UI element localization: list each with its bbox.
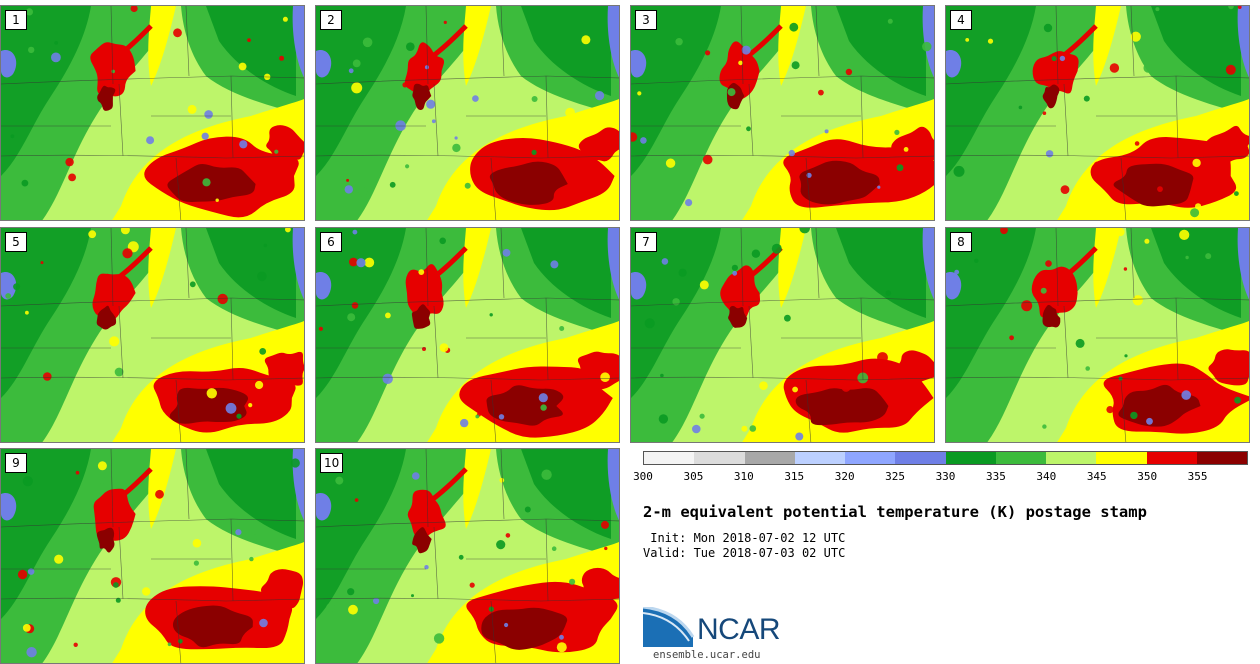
panel-number: 5 (5, 232, 27, 252)
panel-number: 6 (320, 232, 342, 252)
postage-stamp-panel[interactable]: 7 (630, 227, 935, 443)
scale-swatch (1096, 452, 1147, 464)
ncar-swoosh-icon (643, 607, 695, 647)
postage-stamp-panel[interactable]: 5 (0, 227, 305, 443)
scale-tick-label: 320 (834, 470, 855, 483)
postage-stamp-panel[interactable]: 8 (945, 227, 1250, 443)
scale-tick-label: 310 (733, 470, 754, 483)
panel-number: 2 (320, 10, 342, 30)
scale-tick-label: 335 (985, 470, 1006, 483)
panel-number: 3 (635, 10, 657, 30)
equivalent-potential-temperature-map (631, 228, 934, 442)
valid-time: Valid: Tue 2018-07-03 02 UTC (643, 546, 846, 560)
figure-title: 2-m equivalent potential temperature (K)… (643, 503, 1147, 521)
color-scale-bar (643, 451, 1248, 465)
init-time: Init: Mon 2018-07-02 12 UTC (643, 531, 846, 545)
scale-tick-label: 350 (1137, 470, 1158, 483)
scale-tick-label: 330 (935, 470, 956, 483)
site-url[interactable]: ensemble.ucar.edu (653, 649, 761, 661)
scale-tick-label: 300 (633, 470, 653, 483)
ncar-logo[interactable]: NCAR ensemble.ucar.edu (643, 605, 803, 661)
panel-number: 7 (635, 232, 657, 252)
panel-number: 8 (950, 232, 972, 252)
equivalent-potential-temperature-map (1, 449, 304, 663)
color-scale-labels: 300 305 310 315 320 325 330 335 340 345 350 355 (633, 470, 1248, 484)
panel-number: 4 (950, 10, 972, 30)
equivalent-potential-temperature-map (316, 228, 619, 442)
equivalent-potential-temperature-map (1, 6, 304, 220)
scale-swatch (945, 452, 996, 464)
scale-swatch (694, 452, 745, 464)
equivalent-potential-temperature-map (631, 6, 934, 220)
scale-swatch (744, 452, 795, 464)
postage-stamp-panel[interactable]: 1 (0, 5, 305, 221)
scale-swatch (895, 452, 946, 464)
postage-stamp-panel[interactable]: 10 (315, 448, 620, 664)
panel-number: 10 (320, 453, 344, 473)
scale-swatch (1146, 452, 1197, 464)
equivalent-potential-temperature-map (316, 6, 619, 220)
scale-swatch (845, 452, 896, 464)
scale-tick-label: 355 (1187, 470, 1208, 483)
panel-number: 1 (5, 10, 27, 30)
scale-tick-label: 315 (784, 470, 805, 483)
panel-number: 9 (5, 453, 27, 473)
scale-tick-label: 340 (1036, 470, 1057, 483)
postage-stamp-panel[interactable]: 6 (315, 227, 620, 443)
postage-stamp-panel[interactable]: 4 (945, 5, 1250, 221)
scale-swatch (995, 452, 1046, 464)
equivalent-potential-temperature-map (946, 6, 1249, 220)
scale-swatch (644, 452, 695, 464)
postage-stamp-panel[interactable]: 2 (315, 5, 620, 221)
scale-swatch (1046, 452, 1097, 464)
scale-tick-label: 305 (683, 470, 704, 483)
equivalent-potential-temperature-map (946, 228, 1249, 442)
postage-stamp-panel[interactable]: 9 (0, 448, 305, 664)
ncar-wordmark: NCAR (697, 613, 781, 646)
scale-swatch (1196, 452, 1247, 464)
equivalent-potential-temperature-map (1, 228, 304, 442)
scale-tick-label: 345 (1086, 470, 1107, 483)
scale-tick-label: 325 (885, 470, 906, 483)
equivalent-potential-temperature-map (316, 449, 619, 663)
scale-swatch (794, 452, 845, 464)
postage-stamp-panel[interactable]: 3 (630, 5, 935, 221)
